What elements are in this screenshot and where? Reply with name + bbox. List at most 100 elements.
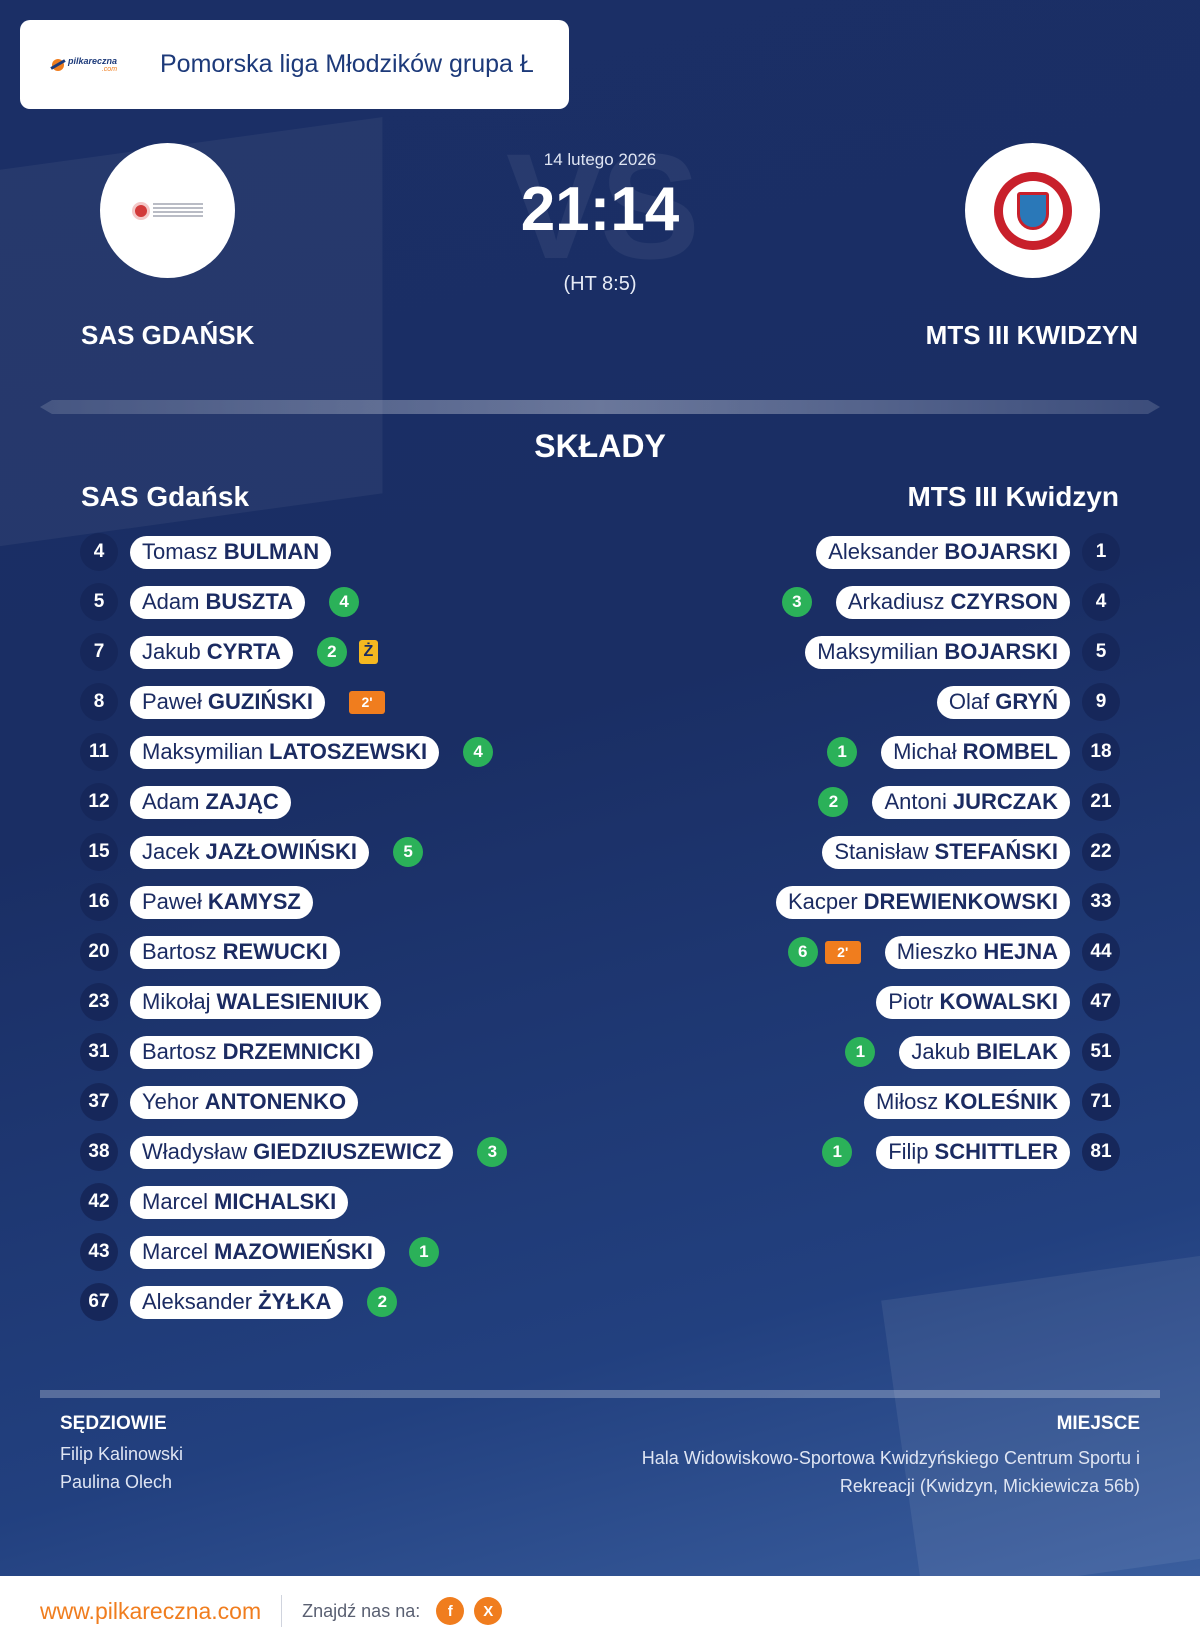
player-name[interactable]: Jakub CYRTA (130, 635, 293, 669)
goals-badge: 3 (477, 1137, 508, 1167)
match-score: 21:14 (520, 175, 680, 244)
shirt-number: 21 (1082, 783, 1120, 821)
referee-name: Filip Kalinowski (60, 1444, 184, 1464)
player-name[interactable]: Olaf GRYŃ (936, 685, 1070, 719)
player-name[interactable]: Filip SCHITTLER (876, 1135, 1070, 1169)
player-row: Maksymilian BOJARSKI 5 (776, 627, 1120, 677)
shirt-number: 7 (80, 633, 118, 671)
player-name[interactable]: Jakub BIELAK (899, 1035, 1070, 1069)
player-row: 7 Jakub CYRTA 2 Ż (80, 627, 507, 677)
player-row: 37 Yehor ANTONENKO (80, 1077, 507, 1127)
shirt-number: 47 (1082, 983, 1120, 1021)
goals-badge: 5 (393, 837, 424, 867)
logo-subtext: .com (101, 65, 118, 73)
shirt-number: 33 (1082, 883, 1120, 921)
home-crest-logo-icon (132, 201, 203, 220)
goals-badge: 1 (827, 737, 858, 767)
site-link[interactable]: www.pilkareczna.com (40, 1597, 262, 1624)
away-lineup-title: MTS III Kwidzyn (907, 481, 1119, 512)
yellow-card-icon: Ż (358, 640, 378, 664)
goals-badge: 1 (408, 1237, 439, 1267)
shirt-number: 8 (80, 683, 118, 721)
vs-watermark: VS (505, 122, 700, 290)
divider (40, 1390, 1160, 1398)
player-name[interactable]: Paweł GUZIŃSKI (130, 685, 326, 719)
match-date: 14 lutego 2026 (543, 150, 657, 169)
away-player-list: Aleksander BOJARSKI 1 3 Arkadiusz CZYRSON … (775, 527, 1120, 1177)
player-row: 6 2' Mieszko HEJNA 44 (776, 927, 1120, 977)
shirt-number: 22 (1082, 833, 1120, 871)
player-name[interactable]: Arkadiusz CZYRSON (835, 585, 1070, 619)
goals-badge: 4 (463, 737, 494, 767)
player-row: Olaf GRYŃ 9 (776, 677, 1120, 727)
halftime-score: (HT 8:5) (563, 273, 637, 295)
shirt-number: 43 (80, 1233, 118, 1271)
player-name[interactable]: Aleksander ŻYŁKA (130, 1285, 344, 1319)
player-name[interactable]: Jacek JAZŁOWIŃSKI (130, 835, 370, 869)
player-row: Piotr KOWALSKI 47 (776, 977, 1120, 1027)
player-row: 2 Antoni JURCZAK 21 (776, 777, 1120, 827)
player-name[interactable]: Yehor ANTONENKO (130, 1085, 359, 1119)
player-name[interactable]: Stanisław STEFAŃSKI (822, 835, 1070, 869)
player-row: 5 Adam BUSZTA 4 (80, 577, 507, 627)
player-name[interactable]: Bartosz DRZEMNICKI (130, 1035, 373, 1069)
goals-badge: 3 (781, 587, 812, 617)
shirt-number: 31 (80, 1033, 118, 1071)
player-name[interactable]: Adam ZAJĄC (130, 785, 291, 819)
player-name[interactable]: Marcel MICHALSKI (130, 1185, 349, 1219)
player-name[interactable]: Miłosz KOLEŚNIK (863, 1085, 1070, 1119)
player-name[interactable]: Mieszko HEJNA (884, 935, 1070, 969)
shirt-number: 5 (1082, 633, 1120, 671)
divider (40, 400, 1160, 414)
away-team-name: MTS III KWIDZYN (925, 320, 1138, 350)
site-logo[interactable]: pilkareczna .com (50, 56, 142, 73)
player-name[interactable]: Bartosz REWUCKI (130, 935, 340, 969)
shirt-number: 15 (80, 833, 118, 871)
x-icon[interactable]: X (474, 1597, 503, 1625)
away-crest-logo-icon (993, 171, 1072, 250)
player-name[interactable]: Antoni JURCZAK (872, 785, 1070, 819)
shirt-number: 4 (80, 533, 118, 571)
player-row: 16 Paweł KAMYSZ (80, 877, 507, 927)
player-row: 1 Michał ROMBEL 18 (776, 727, 1120, 777)
goals-badge: 2 (818, 787, 849, 817)
player-row: Stanisław STEFAŃSKI 22 (776, 827, 1120, 877)
goals-badge: 1 (845, 1037, 876, 1067)
goals-badge: 1 (822, 1137, 853, 1167)
shirt-number: 23 (80, 983, 118, 1021)
player-name[interactable]: Mikołaj WALESIENIUK (130, 985, 382, 1019)
shirt-number: 51 (1082, 1033, 1120, 1071)
background-shape (881, 1242, 1200, 1576)
player-row: 15 Jacek JAZŁOWIŃSKI 5 (80, 827, 507, 877)
goals-badge: 2 (316, 637, 347, 667)
player-row: 3 Arkadiusz CZYRSON 4 (776, 577, 1120, 627)
player-name[interactable]: Maksymilian LATOSZEWSKI (130, 735, 440, 769)
player-row: 67 Aleksander ŻYŁKA 2 (80, 1277, 507, 1327)
goals-badge: 4 (329, 587, 360, 617)
goals-badge: 2 (367, 1287, 398, 1317)
player-name[interactable]: Adam BUSZTA (130, 585, 306, 619)
player-name[interactable]: Aleksander BOJARSKI (816, 535, 1070, 569)
league-header: pilkareczna .com Pomorska liga Młodzików… (20, 20, 569, 109)
player-row: 31 Bartosz DRZEMNICKI (80, 1027, 507, 1077)
player-name[interactable]: Michał ROMBEL (881, 735, 1070, 769)
shirt-number: 20 (80, 933, 118, 971)
player-name[interactable]: Maksymilian BOJARSKI (805, 635, 1070, 669)
referees-title: SĘDZIOWIE (60, 1413, 167, 1434)
shirt-number: 18 (1082, 733, 1120, 771)
player-name[interactable]: Piotr KOWALSKI (876, 985, 1070, 1019)
player-name[interactable]: Paweł KAMYSZ (130, 885, 313, 919)
suspension-badge: 2' (824, 940, 861, 964)
player-name[interactable]: Władysław GIEDZIUSZEWICZ (130, 1135, 454, 1169)
player-row: 4 Tomasz BULMAN (80, 527, 507, 577)
player-name[interactable]: Tomasz BULMAN (130, 535, 332, 569)
player-row: Aleksander BOJARSKI 1 (776, 527, 1120, 577)
shirt-number: 5 (80, 583, 118, 621)
player-row: 20 Bartosz REWUCKI (80, 927, 507, 977)
suspension-badge: 2' (349, 690, 386, 714)
shirt-number: 38 (80, 1133, 118, 1171)
facebook-icon[interactable]: f (436, 1597, 465, 1625)
handball-logo-icon (50, 57, 66, 73)
player-name[interactable]: Marcel MAZOWIEŃSKI (130, 1235, 385, 1269)
player-name[interactable]: Kacper DREWIENKOWSKI (775, 885, 1070, 919)
